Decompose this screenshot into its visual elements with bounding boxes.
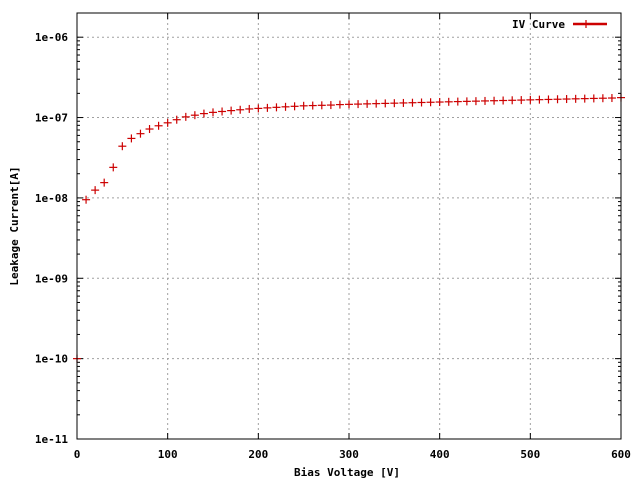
- data-point: [308, 101, 317, 110]
- data-point: [254, 104, 263, 113]
- x-tick-label: 200: [248, 448, 268, 461]
- data-point: [372, 99, 381, 108]
- data-point: [481, 96, 489, 105]
- x-tick-label: 500: [520, 448, 540, 461]
- data-point: [535, 95, 544, 104]
- data-point: [181, 112, 190, 121]
- data-point: [363, 99, 372, 108]
- y-tick-label: 1e-10: [35, 353, 68, 366]
- plot-frame: [76, 12, 622, 440]
- y-tick-label: 1e-09: [35, 272, 68, 285]
- data-point: [91, 186, 100, 195]
- data-point: [299, 101, 308, 110]
- grid: [77, 13, 621, 439]
- data-point: [326, 101, 335, 110]
- data-point: [553, 95, 562, 104]
- data-point: [82, 195, 91, 204]
- data-point: [562, 95, 571, 104]
- legend: IV Curve: [512, 18, 607, 31]
- data-point: [471, 97, 480, 106]
- data-point: [508, 96, 517, 105]
- data-point: [172, 115, 181, 124]
- data-point: [435, 98, 444, 107]
- data-point: [589, 94, 598, 103]
- data-point: [118, 142, 127, 151]
- data-point: [145, 125, 154, 134]
- y-tick-label: 1e-08: [35, 192, 68, 205]
- data-point: [245, 104, 254, 113]
- x-tick-labels: 0 100 200 300 400 500 600: [74, 448, 631, 461]
- data-point: [408, 98, 417, 107]
- data-point: [544, 95, 553, 104]
- data-point: [263, 103, 272, 112]
- data-point: [109, 163, 118, 172]
- data-point: [580, 94, 589, 103]
- x-tick-label: 300: [339, 448, 359, 461]
- data-point: [571, 94, 580, 103]
- y-tick-label: 1e-11: [35, 433, 68, 446]
- x-tick-label: 100: [158, 448, 178, 461]
- data-points: [73, 93, 625, 363]
- axis-ticks: [76, 12, 622, 440]
- data-point: [444, 97, 453, 106]
- data-point: [462, 97, 471, 106]
- data-point: [127, 134, 136, 143]
- data-point: [417, 98, 426, 107]
- data-point: [607, 94, 616, 103]
- data-point: [227, 106, 236, 115]
- y-axis-label: Leakage Current[A]: [8, 166, 21, 285]
- data-point: [426, 98, 435, 107]
- data-point: [490, 96, 499, 105]
- y-tick-label: 1e-07: [35, 112, 68, 125]
- data-point: [517, 96, 526, 105]
- data-point: [190, 111, 199, 120]
- x-axis-label: Bias Voltage [V]: [294, 466, 400, 479]
- data-point: [163, 118, 172, 127]
- data-point: [136, 129, 145, 138]
- x-tick-label: 0: [74, 448, 81, 461]
- y-tick-label: 1e-06: [35, 31, 68, 44]
- data-point: [317, 101, 326, 110]
- data-point: [499, 96, 508, 105]
- data-point: [199, 109, 208, 118]
- data-point: [100, 178, 109, 187]
- data-point: [236, 105, 245, 114]
- data-point: [218, 107, 227, 116]
- x-tick-label: 600: [611, 448, 631, 461]
- data-point: [399, 98, 408, 107]
- data-point: [290, 102, 299, 111]
- data-point: [281, 102, 290, 111]
- y-tick-labels: 1e-11 1e-10 1e-09 1e-08 1e-07 1e-06: [35, 31, 68, 446]
- data-point: [526, 95, 535, 104]
- data-point: [335, 100, 344, 109]
- data-point: [209, 108, 217, 117]
- data-point: [154, 121, 163, 130]
- data-point: [598, 94, 607, 103]
- data-point: [390, 99, 399, 108]
- data-point: [354, 100, 363, 109]
- legend-label: IV Curve: [512, 18, 565, 31]
- x-tick-label: 400: [430, 448, 450, 461]
- data-point: [453, 97, 462, 106]
- data-point: [272, 103, 281, 112]
- legend-marker: [582, 20, 590, 28]
- data-point: [381, 99, 390, 108]
- data-point: [345, 100, 353, 109]
